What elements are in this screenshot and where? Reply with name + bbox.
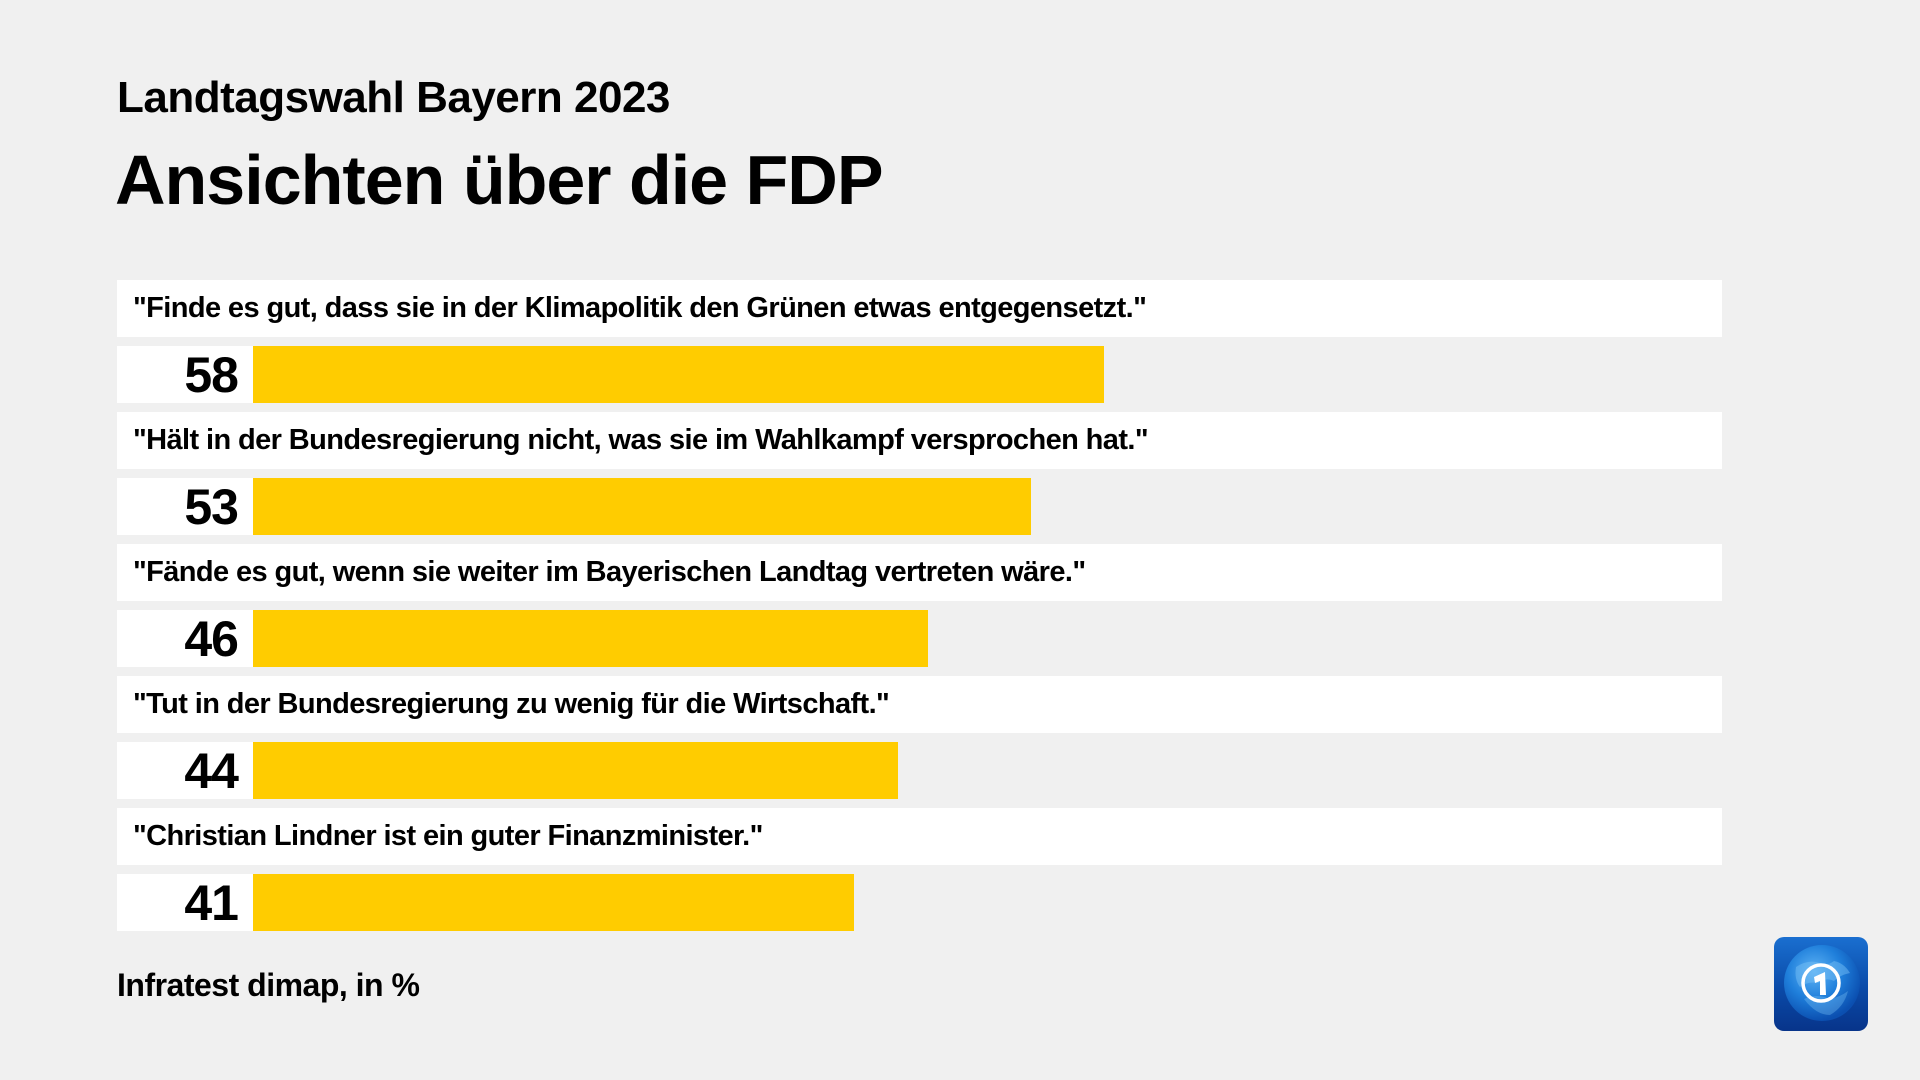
- value-label: 58: [184, 346, 239, 403]
- bar: [253, 346, 1104, 403]
- chart-title: Ansichten über die FDP: [115, 141, 884, 219]
- value-box: 58: [117, 346, 253, 403]
- value-box: 44: [117, 742, 253, 799]
- statement-label: "Finde es gut, dass sie in der Klimapoli…: [133, 292, 1147, 324]
- chart-row: "Finde es gut, dass sie in der Klimapoli…: [117, 280, 1722, 412]
- tagesschau-logo-icon: [1774, 937, 1868, 1031]
- bar: [253, 478, 1031, 535]
- value-label: 46: [184, 610, 239, 667]
- bar: [253, 874, 854, 931]
- value-label: 44: [184, 742, 239, 799]
- statement-label: "Hält in der Bundesregierung nicht, was …: [133, 424, 1149, 456]
- bar: [253, 610, 928, 667]
- chart-subtitle: Landtagswahl Bayern 2023: [117, 73, 670, 122]
- statement-label-box: "Hält in der Bundesregierung nicht, was …: [117, 412, 1722, 469]
- statement-label-box: "Fände es gut, wenn sie weiter im Bayeri…: [117, 544, 1722, 601]
- value-box: 46: [117, 610, 253, 667]
- chart-row: "Fände es gut, wenn sie weiter im Bayeri…: [117, 544, 1722, 676]
- value-label: 41: [184, 874, 239, 931]
- source-note: Infratest dimap, in %: [117, 967, 420, 1003]
- statement-label: "Christian Lindner ist ein guter Finanzm…: [133, 820, 763, 852]
- statement-label-box: "Christian Lindner ist ein guter Finanzm…: [117, 808, 1722, 865]
- chart-row: "Christian Lindner ist ein guter Finanzm…: [117, 808, 1722, 940]
- statement-label: "Fände es gut, wenn sie weiter im Bayeri…: [133, 556, 1086, 588]
- bar-chart: "Finde es gut, dass sie in der Klimapoli…: [117, 280, 1722, 940]
- bar: [253, 742, 898, 799]
- value-box: 53: [117, 478, 253, 535]
- statement-label-box: "Finde es gut, dass sie in der Klimapoli…: [117, 280, 1722, 337]
- statement-label: "Tut in der Bundesregierung zu wenig für…: [133, 688, 890, 720]
- statement-label-box: "Tut in der Bundesregierung zu wenig für…: [117, 676, 1722, 733]
- value-label: 53: [184, 478, 239, 535]
- globe-one-icon: [1784, 945, 1860, 1021]
- chart-row: "Hält in der Bundesregierung nicht, was …: [117, 412, 1722, 544]
- value-box: 41: [117, 874, 253, 931]
- chart-row: "Tut in der Bundesregierung zu wenig für…: [117, 676, 1722, 808]
